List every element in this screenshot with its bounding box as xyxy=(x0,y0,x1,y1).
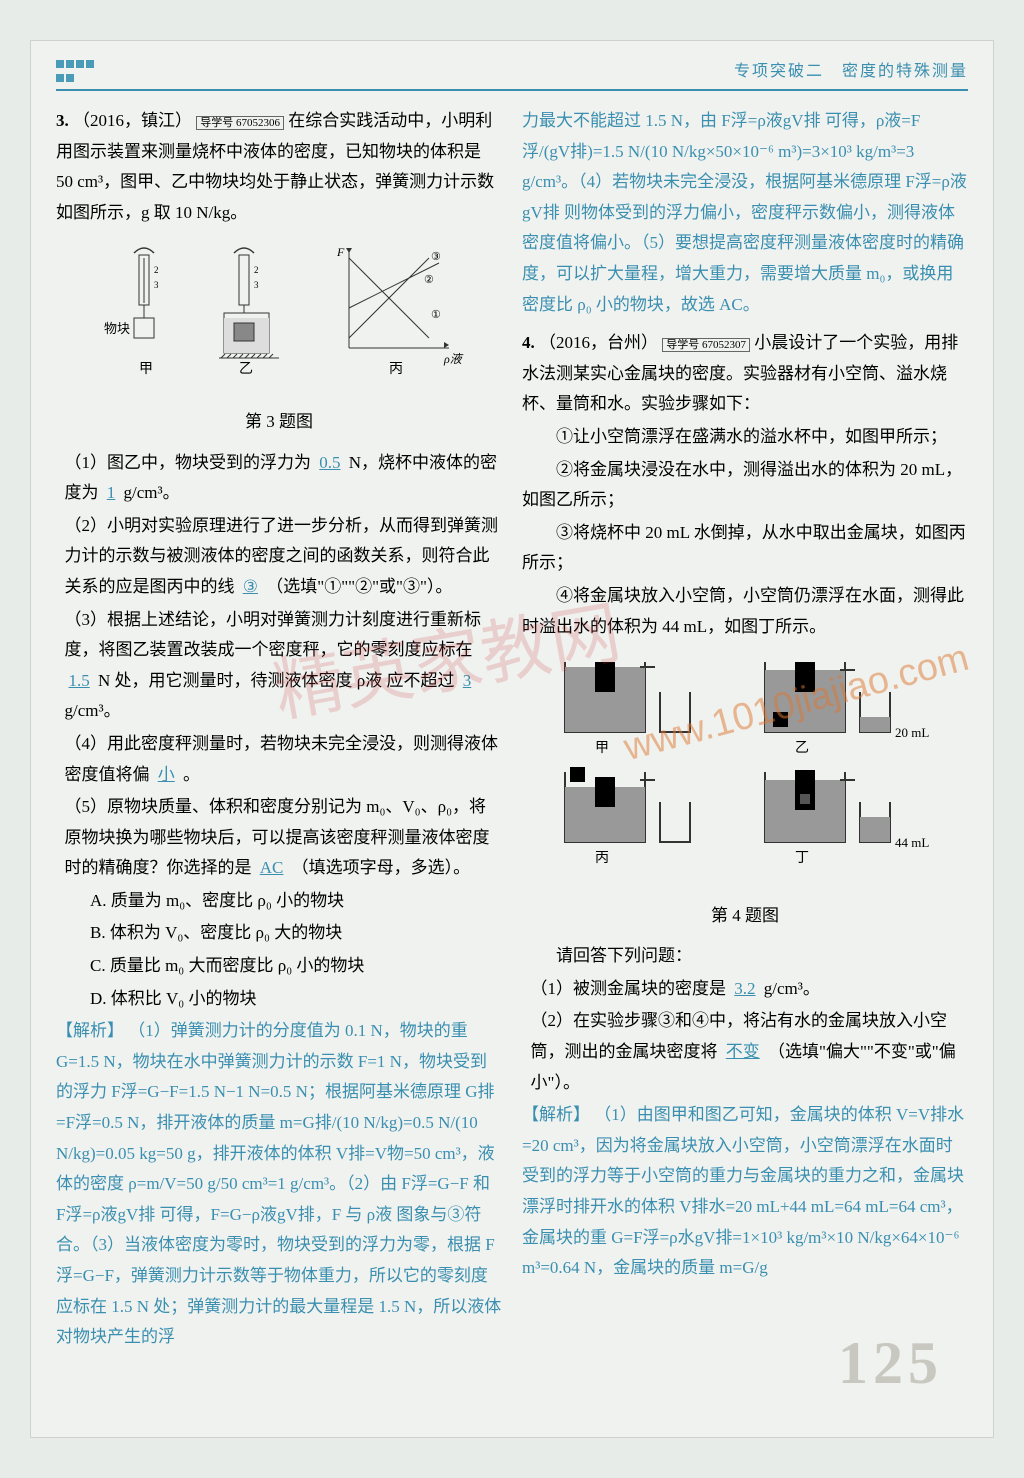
q4-fig-yi: 乙 xyxy=(795,740,809,756)
q3-fig-label: 第 3 题图 xyxy=(56,407,502,438)
q3-analysis-label: 【解析】 xyxy=(56,1021,124,1040)
q3-sub1-tail: g/cm³。 xyxy=(124,483,180,502)
q4-step3: ③将烧杯中 20 mL 水倒掉，从水中取出金属块，如图丙所示； xyxy=(522,518,968,579)
content-columns: 3. （2016，镇江） 导学号 67052306 在综合实践活动中，小明利用图… xyxy=(56,106,968,1355)
q4-diagram: 甲 乙 20 mL xyxy=(522,652,968,931)
q4-fig-ding: 丁 xyxy=(795,851,809,866)
q3-sub5-tail: （填选项字母，多选）。 xyxy=(292,858,471,877)
svg-text:②: ② xyxy=(424,274,434,286)
page-container: 精英家教网 www.1010jiajiao.com 专项突破二 密度的特殊测量 … xyxy=(30,40,994,1438)
q3-sub1-ans2: 1 xyxy=(103,483,120,502)
q3-optC: C. 质量比 m₀ 大而密度比 ρ₀ 小的物块 xyxy=(90,951,502,982)
q4-prompt: 请回答下列问题： xyxy=(522,941,968,972)
q3-sub3-text: （3）根据上述结论，小明对弹簧测力计刻度进行重新标度，将图乙装置改装成一个密度秤… xyxy=(65,610,482,660)
q3-sub2-ans: ③ xyxy=(239,577,262,596)
header-logo-icon xyxy=(56,60,96,85)
q3-sub4-tail: 。 xyxy=(183,765,200,784)
right-column: 力最大不能超过 1.5 N，由 F浮=ρ液gV排 可得，ρ液=F浮/(gV排)=… xyxy=(522,106,968,1355)
svg-text:2: 2 xyxy=(154,265,159,275)
q3-sub1-ans1: 0.5 xyxy=(315,453,344,472)
q3-analysis: （1）弹簧测力计的分度值为 0.1 N，物块的重 G=1.5 N，物块在水中弹簧… xyxy=(56,1021,501,1346)
q4-number: 4. xyxy=(522,333,535,352)
svg-text:3: 3 xyxy=(254,280,259,290)
q4-fig-bing: 丙 xyxy=(595,851,609,866)
q3-sub5-ans: AC xyxy=(256,858,288,877)
q3-optA: A. 质量为 m₀、密度比 ρ₀ 小的物块 xyxy=(90,886,502,917)
q4-source: （2016，台州） xyxy=(539,333,658,352)
q4-step2: ②将金属块浸没在水中，测得溢出水的体积为 20 mL，如图乙所示； xyxy=(522,455,968,516)
q4-step4: ④将金属块放入小空筒，小空筒仍漂浮在水面，测得此时溢出水的体积为 44 mL，如… xyxy=(522,581,968,642)
svg-text:③: ③ xyxy=(431,251,441,263)
q3-sub4-ans: 小 xyxy=(154,765,179,784)
q3-sub4-text: （4）用此密度秤测量时，若物块未完全浸没，则测得液体密度值将偏 xyxy=(65,734,499,784)
q4-svg: 甲 乙 20 mL xyxy=(535,652,955,882)
svg-text:ρ液: ρ液 xyxy=(443,352,464,366)
svg-text:F: F xyxy=(336,245,345,259)
q3-fig-bing: 丙 xyxy=(389,362,403,377)
q4-v20: 20 mL xyxy=(895,725,929,740)
q4-sub1-text: （1）被测金属块的密度是 xyxy=(531,979,727,998)
svg-text:物块: 物块 xyxy=(104,321,130,336)
q3-optB: B. 体积为 V₀、密度比 ρ₀ 大的物块 xyxy=(90,918,502,949)
page-number: 125 xyxy=(838,1309,943,1417)
q3-number: 3. xyxy=(56,111,69,130)
svg-text:2: 2 xyxy=(254,265,259,275)
q3-sub3-ans2: 3 xyxy=(459,671,476,690)
q3-fig-yi: 乙 xyxy=(239,361,253,377)
q3-sub2-tail: （选填"①""②"或"③"）。 xyxy=(266,577,452,596)
q4-v44: 44 mL xyxy=(895,835,929,850)
q3-diagram: 2 3 物块 甲 2 3 xyxy=(56,238,502,437)
page-header: 专项突破二 密度的特殊测量 xyxy=(56,61,968,91)
q3-svg: 2 3 物块 甲 2 3 xyxy=(89,238,469,388)
q4-sub1-ans: 3.2 xyxy=(730,979,759,998)
svg-text:3: 3 xyxy=(154,280,159,290)
q3-analysis-cont: 力最大不能超过 1.5 N，由 F浮=ρ液gV排 可得，ρ液=F浮/(gV排)=… xyxy=(522,106,968,320)
q4-step1: ①让小空筒漂浮在盛满水的溢水杯中，如图甲所示； xyxy=(522,422,968,453)
q3-sub3-tail: g/cm³。 xyxy=(65,701,121,720)
q3-fig-jia: 甲 xyxy=(139,362,153,377)
q3-sub3-mid: N 处，用它测量时，待测液体密度 ρ液 应不超过 xyxy=(98,671,455,690)
q4-fig-label: 第 4 题图 xyxy=(522,901,968,932)
q4-analysis-label: 【解析】 xyxy=(522,1105,590,1124)
q3-source: （2016，镇江） xyxy=(73,111,192,130)
svg-text:①: ① xyxy=(431,309,441,321)
left-column: 3. （2016，镇江） 导学号 67052306 在综合实践活动中，小明利用图… xyxy=(56,106,502,1355)
header-title: 专项突破二 密度的特殊测量 xyxy=(734,58,968,87)
q3-sub1-text: （1）图乙中，物块受到的浮力为 xyxy=(65,453,312,472)
q3-sub3-ans1: 1.5 xyxy=(65,671,94,690)
q4-analysis: （1）由图甲和图乙可知，金属块的体积 V=V排水=20 cm³，因为将金属块放入… xyxy=(522,1105,964,1277)
q3-source-code: 导学号 67052306 xyxy=(196,116,284,130)
q3-optD: D. 体积比 V₀ 小的物块 xyxy=(90,984,502,1015)
q4-sub2-ans: 不变 xyxy=(722,1042,764,1061)
q4-sub1-tail: g/cm³。 xyxy=(764,979,820,998)
q4-fig-jia: 甲 xyxy=(595,741,609,756)
q4-source-code: 导学号 67052307 xyxy=(662,338,750,352)
